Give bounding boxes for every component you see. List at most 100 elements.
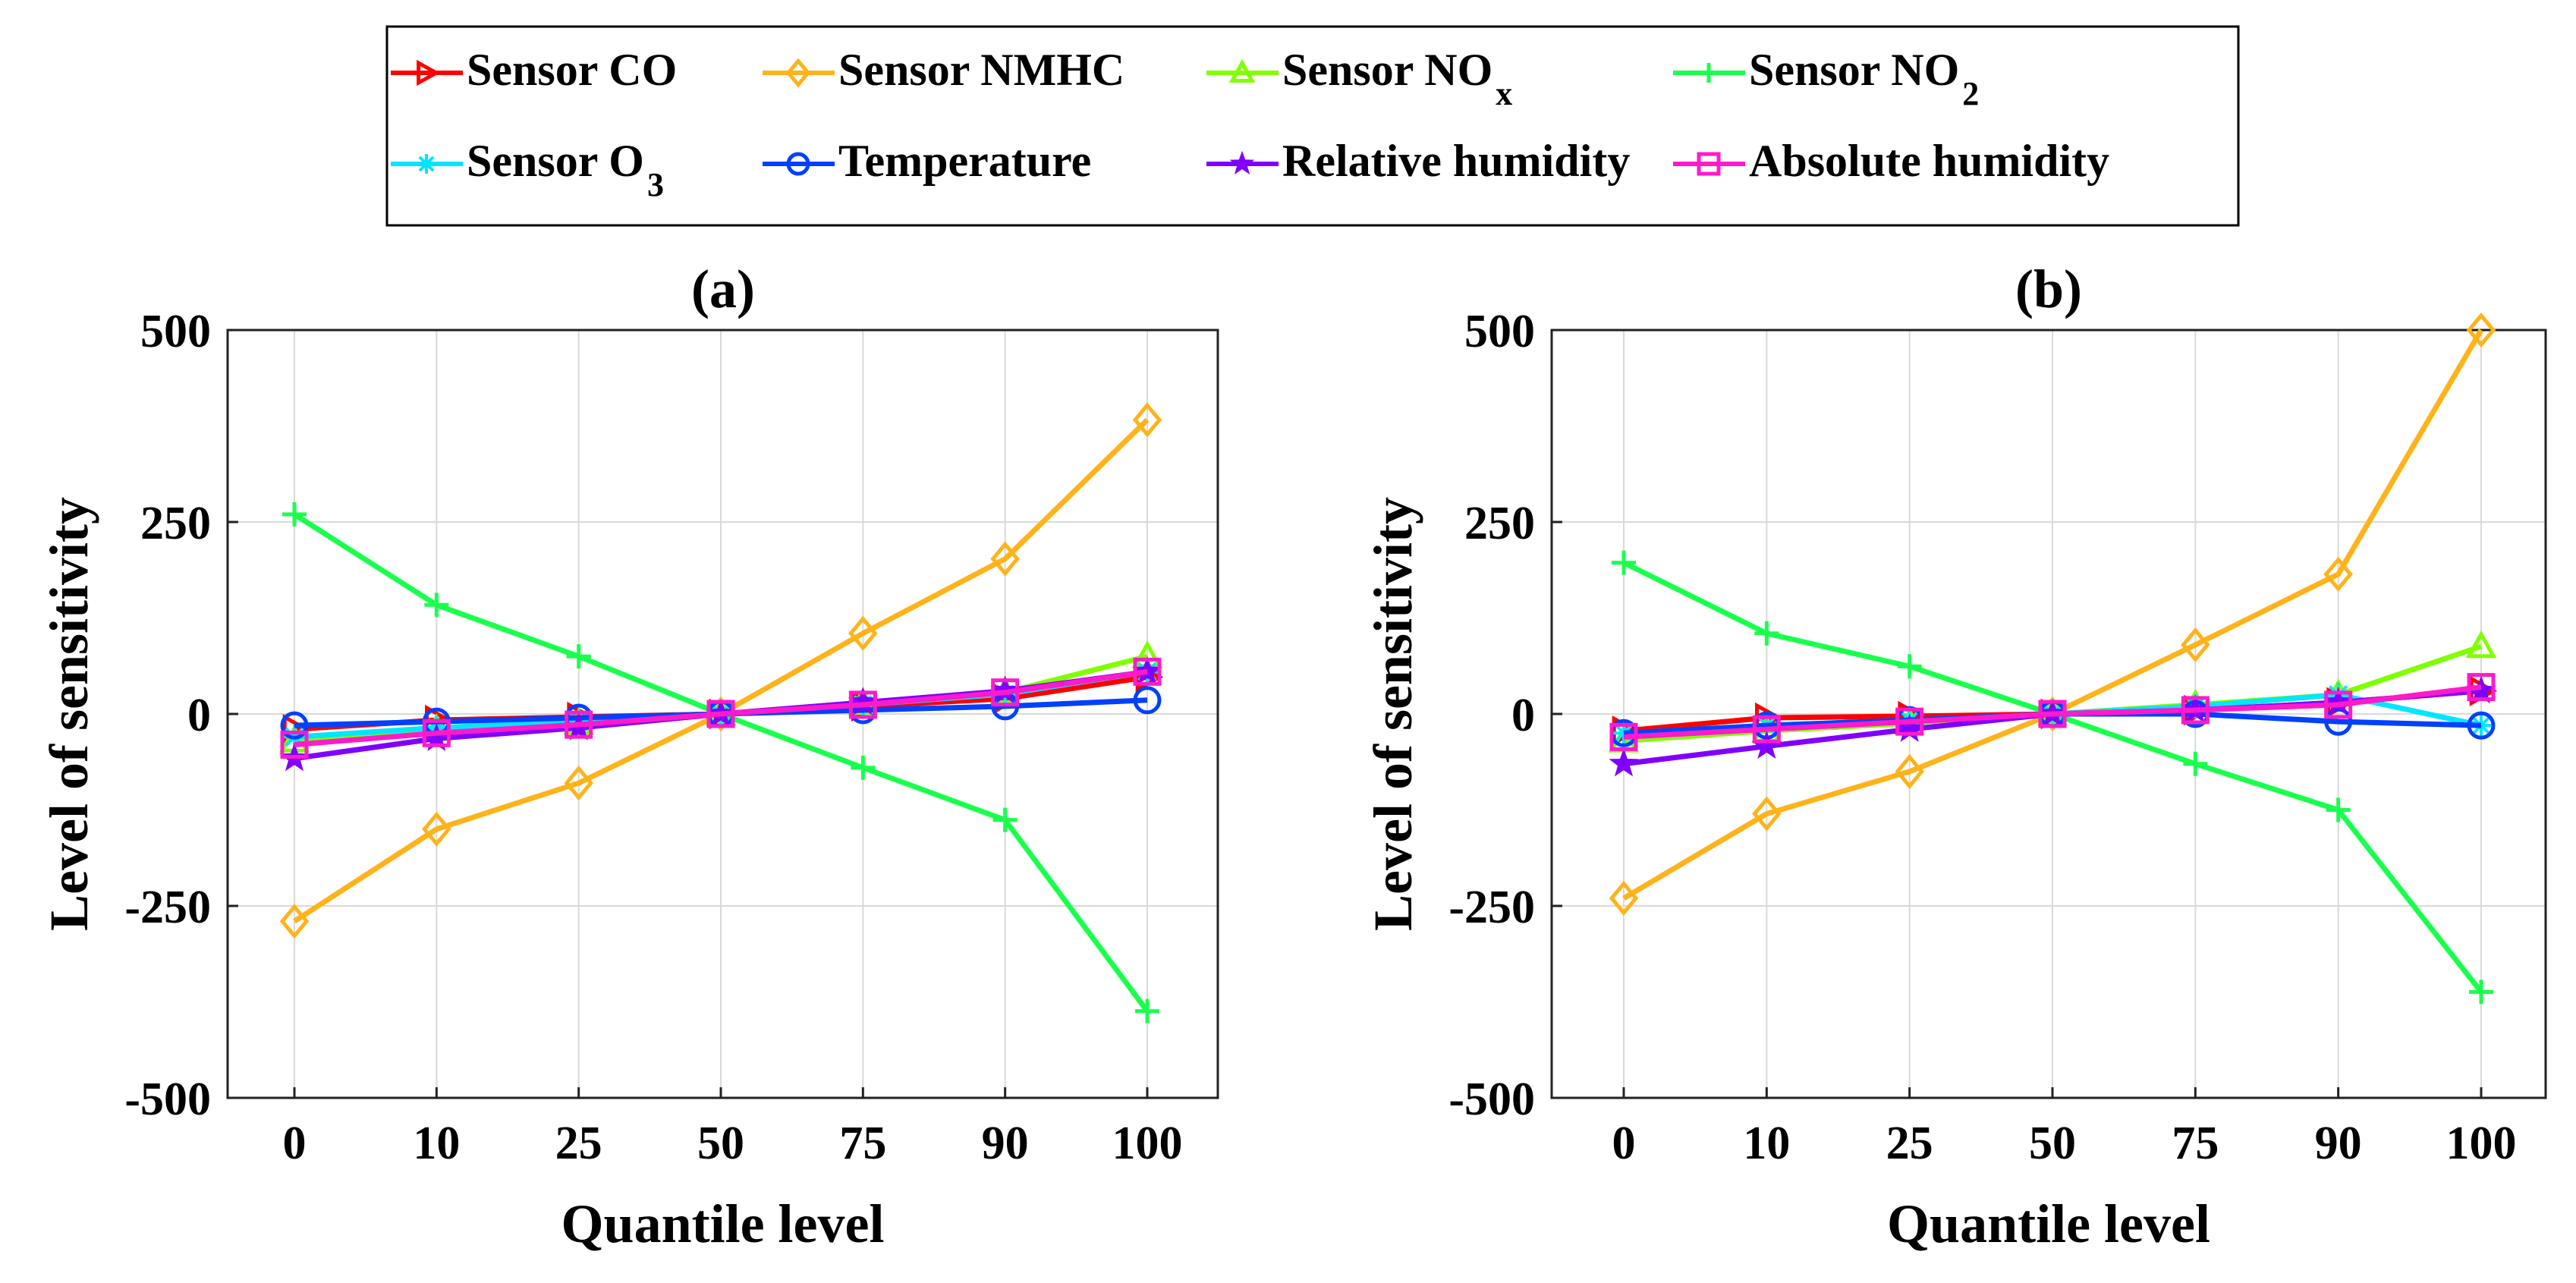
data-point-marker [1132,656,1162,684]
data-point-marker [1609,748,1639,777]
data-point-marker [990,675,1021,704]
data-point-marker [706,700,735,728]
data-point-marker [1895,753,1924,790]
data-point-marker [2326,797,2351,822]
data-point-marker [848,690,877,719]
data-point-marker [280,730,309,759]
legend-marker-asterisk [417,154,436,174]
data-point-marker [2183,751,2208,776]
legend-item-sensor-nmhc: Sensor NMHC [763,45,1124,95]
panel-b: (b) 0 10 25 50 75 90 100 500 250 0 -250 -500 Quantile… [1363,259,2547,1254]
panel-title: (a) [691,259,755,319]
x-tick-label: 50 [697,1118,744,1169]
data-point-marker [991,678,1020,707]
series-line [294,668,1148,747]
y-tick-label: 500 [140,306,211,357]
legend-marker-diamond [785,58,811,88]
data-point-marker [279,904,310,939]
data-point-marker [1609,880,1639,916]
legend-item-absolute-humidity: Absolute humidity [1673,136,2109,186]
legend-box [385,25,2240,227]
legend-marker-plus [1699,63,1719,83]
legend-label: Sensor NMHC [838,45,1124,95]
data-point-marker [566,644,591,669]
panel-a: (a) 0 10 25 50 75 90 100 500 250 0 -250 -500 Quantile… [39,259,1219,1254]
legend-item-relative-humidity: Relative humidity [1206,136,1630,186]
legend-label: Sensor CO [467,45,677,95]
legend-label-subscript: 2 [1962,75,1979,112]
y-axis-label: Level of sensitivity [1363,497,1423,931]
y-tick-label: -500 [124,1074,211,1125]
legend-label-subscript: 3 [647,166,664,203]
plot-area [278,402,1164,1024]
legend-label: Sensor O3 [467,136,664,203]
data-point-marker [1752,796,1782,832]
data-point-marker [564,765,593,801]
legend-label-main: Temperature [838,136,1091,186]
data-point-marker [990,541,1020,577]
data-point-marker [2466,312,2496,348]
x-axis-label: Quantile level [561,1193,885,1254]
legend-label: Sensor NOx [1282,45,1512,112]
data-point-marker [565,710,593,739]
legend-item-sensor-no-x: Sensor NOx [1206,45,1512,112]
x-tick-label: 10 [1743,1118,1790,1169]
x-tick-label: 25 [1886,1118,1933,1169]
legend-item-sensor-no-2: Sensor NO2 [1673,45,1979,112]
x-tick-label: 75 [2172,1118,2219,1169]
x-tick-label: 90 [982,1118,1029,1169]
legend-label-main: Sensor CO [467,45,677,95]
legend-item-sensor-co: Sensor CO [391,45,677,95]
data-point-marker [848,687,878,715]
data-point-marker [2324,690,2353,719]
x-tick-label: 0 [283,1118,307,1169]
data-point-marker [280,711,309,740]
x-tick-label: 90 [2315,1118,2362,1169]
data-point-marker [1612,550,1636,575]
y-tick-label: 0 [1511,690,1535,741]
x-tick-label: 25 [555,1118,602,1169]
x-tick-label: 100 [2446,1118,2517,1169]
y-tick-label: -250 [124,882,211,933]
legend-item-sensor-o-3: Sensor O3 [391,136,664,203]
data-point-marker [2469,980,2493,1005]
y-tick-label: 500 [1464,306,1535,357]
legend-label-main: Sensor NO [1749,45,1959,95]
panel-title: (b) [2015,259,2082,319]
x-tick-label: 50 [2029,1118,2076,1169]
data-point-marker [1135,998,1159,1024]
data-point-marker [1132,402,1162,438]
data-point-marker [422,719,451,747]
data-point-marker [424,593,449,618]
data-point-marker [2323,687,2354,715]
y-tick-label: 250 [1464,498,1535,549]
data-point-marker [2181,696,2210,725]
x-tick-label: 100 [1112,1118,1183,1169]
legend-label-main: Absolute humidity [1749,136,2109,186]
legend-label: Sensor NO2 [1749,45,1979,112]
legend-label: Temperature [838,136,1091,186]
series-absolute-humidity [1609,673,2496,751]
plot-area [1608,312,2498,1005]
legend-label-subscript: x [1496,75,1512,112]
legend-label-main: Sensor NO [1282,45,1492,95]
data-point-marker [1133,657,1162,686]
y-tick-label: 250 [140,498,211,549]
data-point-marker [1754,621,1779,646]
y-tick-label: 0 [187,690,211,741]
series-absolute-humidity [280,657,1162,759]
x-tick-label: 0 [1612,1118,1636,1169]
legend-label-main: Sensor O [467,136,644,186]
x-axis-label: Quantile level [1887,1193,2210,1254]
series-line [1623,684,2482,740]
legend-marker-star [1229,150,1255,175]
data-point-marker [848,615,878,651]
legend-label: Relative humidity [1282,136,1630,186]
legend-marker-square [1697,152,1721,176]
data-point-marker [1752,715,1781,744]
legend-label-main: Relative humidity [1282,136,1630,186]
data-point-marker [282,502,307,527]
gridlines [228,329,1218,1099]
legend-marker-circle [786,152,810,176]
